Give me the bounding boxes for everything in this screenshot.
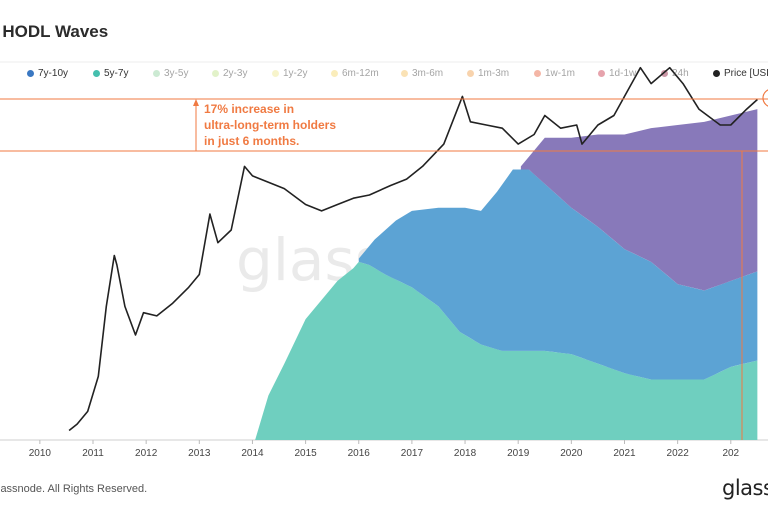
x-tick-label: 2017 xyxy=(401,448,424,459)
legend-item-24h[interactable]: 24h xyxy=(661,68,689,79)
legend-dot xyxy=(153,70,160,77)
legend-dot xyxy=(534,70,541,77)
x-tick-label: 2020 xyxy=(560,448,583,459)
legend-dot xyxy=(598,70,605,77)
legend-dot xyxy=(467,70,474,77)
legend-dot xyxy=(212,70,219,77)
legend-label: 1w-1m xyxy=(545,68,576,79)
legend-dot xyxy=(661,70,668,77)
legend-item-2y-3y[interactable]: 2y-3y xyxy=(212,68,247,79)
legend-item-1w-1m[interactable]: 1w-1m xyxy=(534,68,575,79)
x-tick-label: 2011 xyxy=(82,448,104,459)
annotation-highlight-circle xyxy=(762,89,768,107)
legend-label: 1m-3m xyxy=(478,68,510,79)
annotation-text-line: 17% increase in xyxy=(204,102,294,116)
legend-item-1m-3m[interactable]: 1m-3m xyxy=(467,68,509,79)
area-7y-10y xyxy=(358,169,758,380)
annotation-text-line: ultra-long-term holders xyxy=(204,118,336,132)
legend-item-1d-1w[interactable]: 1d-1w xyxy=(598,68,636,79)
legend-label: 7y-10y xyxy=(38,68,69,79)
legend-label: 5y-7y xyxy=(104,68,129,79)
annotation-arrow-head xyxy=(193,99,199,106)
price-line xyxy=(68,66,758,432)
legend: 7y-10y 5y-7y 3y-5y 2y-3y 1y-2y 6m-12m 3m-6m 1m-… xyxy=(0,64,768,84)
legend-item-7y-10y[interactable]: 7y-10y xyxy=(27,68,68,79)
x-tick-label: 2022 xyxy=(667,448,690,459)
legend-dot xyxy=(27,70,34,77)
legend-dot xyxy=(331,70,338,77)
x-tick-label: 2019 xyxy=(507,448,530,459)
x-tick-label: 2016 xyxy=(348,448,371,459)
legend-item-3m-6m[interactable]: 3m-6m xyxy=(401,68,443,79)
legend-dot xyxy=(401,70,408,77)
x-tick-label: 2010 xyxy=(29,448,52,459)
chart-title: t HODL Waves xyxy=(0,22,109,41)
x-tick-label: 202 xyxy=(722,448,739,459)
legend-label: Price [USD] xyxy=(724,68,768,79)
legend-dot xyxy=(93,70,100,77)
x-tick-label: 2015 xyxy=(294,448,317,459)
annotation-text-line: in just 6 months. xyxy=(204,134,299,148)
legend-item-price-usd-[interactable]: Price [USD] xyxy=(713,68,768,79)
x-tick-label: 2012 xyxy=(135,448,158,459)
brand-logo: glass xyxy=(722,476,768,500)
area-10y- xyxy=(520,109,758,291)
legend-item-5y-7y[interactable]: 5y-7y xyxy=(93,68,128,79)
legend-dot xyxy=(272,70,279,77)
legend-item-3y-5y[interactable]: 3y-5y xyxy=(153,68,188,79)
x-tick-label: 2021 xyxy=(613,448,636,459)
legend-label: 3y-5y xyxy=(164,68,189,79)
x-tick-label: 2013 xyxy=(188,448,211,459)
copyright-footer: lassnode. All Rights Reserved. xyxy=(0,483,148,495)
x-tick-label: 2014 xyxy=(241,448,264,459)
legend-item-1y-2y[interactable]: 1y-2y xyxy=(272,68,307,79)
legend-label: 24h xyxy=(672,68,689,79)
x-tick-label: 2018 xyxy=(454,448,477,459)
legend-label: 1d-1w xyxy=(609,68,637,79)
legend-item-6m-12m[interactable]: 6m-12m xyxy=(331,68,379,79)
legend-dot xyxy=(713,70,720,77)
legend-label: 6m-12m xyxy=(342,68,379,79)
legend-label: 2y-3y xyxy=(223,68,248,79)
legend-label: 1y-2y xyxy=(283,68,308,79)
legend-label: 3m-6m xyxy=(412,68,444,79)
